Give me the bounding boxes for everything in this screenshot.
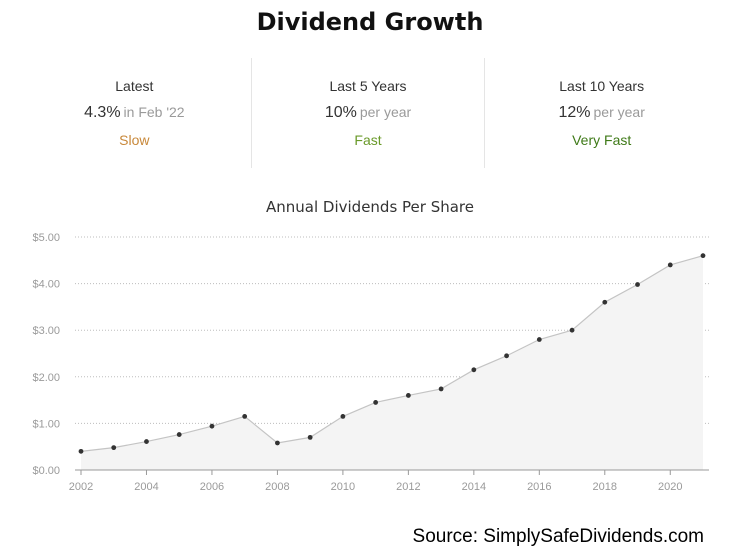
stat-value-row: 12% per year bbox=[485, 104, 718, 122]
x-tick-label: 2008 bbox=[265, 481, 289, 493]
stat-value: 4.3% bbox=[84, 104, 121, 121]
y-tick-label: $4.00 bbox=[32, 279, 60, 291]
x-tick-label: 2014 bbox=[462, 481, 486, 493]
x-tick-label: 2016 bbox=[527, 481, 551, 493]
area-fill bbox=[81, 255, 703, 470]
stat-suffix: per year bbox=[593, 104, 645, 120]
data-point bbox=[340, 414, 346, 419]
data-point bbox=[144, 439, 149, 444]
y-tick-label: $3.00 bbox=[32, 325, 60, 337]
growth-stats: Latest 4.3% in Feb '22 Slow Last 5 Years … bbox=[18, 58, 718, 168]
y-tick-label: $2.00 bbox=[32, 372, 60, 384]
stat-rating: Fast bbox=[354, 132, 382, 148]
data-point bbox=[700, 253, 706, 259]
chart-title: Annual Dividends Per Share bbox=[266, 198, 474, 216]
stat-label: Last 5 Years bbox=[329, 78, 407, 94]
x-tick-label: 2012 bbox=[396, 481, 420, 493]
data-point bbox=[275, 440, 280, 446]
data-point bbox=[405, 393, 411, 398]
data-point bbox=[111, 445, 117, 451]
stat-value-row: 4.3% in Feb '22 bbox=[18, 104, 251, 122]
data-point bbox=[78, 448, 84, 454]
stat-value: 10% bbox=[324, 104, 357, 121]
stat-label: Last 10 Years bbox=[559, 78, 645, 94]
stat-rating: Slow bbox=[119, 132, 150, 148]
source-credit: Source: SimplySafeDividends.com bbox=[412, 526, 704, 547]
data-point bbox=[504, 353, 509, 359]
x-tick-label: 2002 bbox=[69, 481, 93, 493]
x-tick-label: 2004 bbox=[134, 481, 158, 493]
x-tick-label: 2020 bbox=[658, 481, 682, 493]
y-tick-label: $5.00 bbox=[32, 232, 60, 244]
data-point bbox=[307, 434, 313, 440]
stat-last-10-years: Last 10 Years 12% per year Very Fast bbox=[484, 58, 718, 168]
stat-suffix: per year bbox=[359, 104, 412, 120]
data-point bbox=[176, 432, 182, 437]
y-tick-label: $0.00 bbox=[32, 465, 60, 477]
series-line bbox=[80, 255, 704, 452]
x-tick-label: 2006 bbox=[200, 481, 224, 493]
stat-label: Latest bbox=[115, 78, 154, 94]
stat-rating: Very Fast bbox=[572, 132, 632, 148]
stat-last-5-years: Last 5 Years 10% per year Fast bbox=[250, 58, 485, 168]
data-point bbox=[438, 386, 444, 392]
x-tick-label: 2010 bbox=[331, 481, 355, 493]
data-point bbox=[209, 423, 215, 429]
dividends-chart: $0.00 $1.00 $2.00 $3.00 $4.00 $5.00 2002 2004 20… bbox=[32, 232, 709, 493]
data-point bbox=[667, 262, 673, 268]
x-tick-label: 2018 bbox=[593, 481, 617, 493]
stat-value-row: 10% per year bbox=[252, 104, 485, 122]
y-tick-label: $1.00 bbox=[32, 418, 60, 430]
data-point bbox=[373, 400, 379, 405]
data-point bbox=[635, 282, 640, 287]
data-point bbox=[569, 327, 575, 333]
data-point bbox=[536, 337, 542, 342]
page-title: Dividend Growth bbox=[256, 8, 484, 36]
data-point bbox=[242, 414, 248, 419]
data-point bbox=[602, 299, 608, 305]
stat-latest: Latest 4.3% in Feb '22 Slow bbox=[18, 58, 251, 168]
stat-suffix: in Feb '22 bbox=[123, 104, 185, 120]
stat-value: 12% bbox=[558, 104, 591, 121]
data-point bbox=[471, 367, 477, 373]
